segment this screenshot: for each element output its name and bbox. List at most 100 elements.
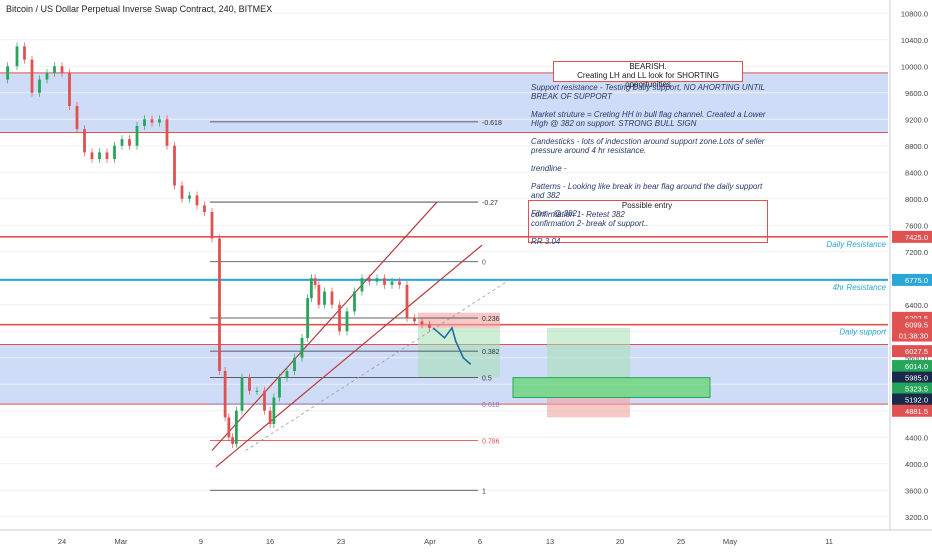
candle-body xyxy=(223,371,227,418)
candle-body xyxy=(309,278,313,299)
channel-layer xyxy=(211,201,513,468)
price-tag xyxy=(892,360,932,373)
candle-body xyxy=(218,238,221,371)
x-axis-layer: 24 Mar 9 16 23 Apr 6 13 20 25 May 11 xyxy=(0,529,932,546)
price-tag xyxy=(892,371,932,384)
candle-body xyxy=(405,284,409,318)
candle-body xyxy=(120,139,124,146)
candle-body xyxy=(38,79,41,93)
candle-body xyxy=(231,437,235,444)
fib-label: 0.618 xyxy=(482,402,500,409)
upper-resistance-zone xyxy=(0,72,888,133)
candle-body xyxy=(255,390,259,392)
candle-body xyxy=(413,318,416,322)
x-tick-label: 11 xyxy=(825,537,833,546)
projection-path xyxy=(432,326,472,365)
candle-body xyxy=(272,397,276,424)
candle-body xyxy=(240,377,244,411)
y-tick-label: 8400.0 xyxy=(905,168,928,177)
candle-body xyxy=(227,417,231,438)
candle-body xyxy=(360,278,364,292)
y-tick-label: 10800.0 xyxy=(901,9,928,18)
price-tag xyxy=(892,382,932,395)
price-tag-text: 01:38:30 xyxy=(899,332,928,341)
price-tag-text: 6014.0 xyxy=(905,362,928,371)
horizontal-lines-layer xyxy=(0,236,888,326)
price-tag-text: 5192.0 xyxy=(905,395,928,404)
price-tag-text: 5323.5 xyxy=(905,385,928,394)
y-tick-label: 9600.0 xyxy=(905,89,928,98)
candle-body xyxy=(330,291,334,305)
short-target-box xyxy=(418,327,500,378)
candle-body xyxy=(368,278,371,282)
short-stop-box xyxy=(418,312,500,328)
price-tag xyxy=(892,273,932,286)
price-tag xyxy=(892,404,932,417)
candle-body xyxy=(113,145,116,159)
x-tick-label: 23 xyxy=(337,537,345,546)
candle-body xyxy=(338,304,341,332)
candle-body xyxy=(158,119,161,123)
entry-title: Possible entry xyxy=(621,201,673,210)
candle-body xyxy=(278,377,281,398)
candle-body xyxy=(60,66,64,73)
price-tag-text: 6027.5 xyxy=(905,347,928,356)
chart-title: Bitcoin / US Dollar Perpetual Inverse Sw… xyxy=(6,4,273,14)
x-tick-label: 25 xyxy=(677,537,685,546)
candle-body xyxy=(45,72,49,80)
candle-body xyxy=(353,291,356,312)
channel-dashed-line xyxy=(245,277,513,451)
y-tick-label: 5600.0 xyxy=(905,354,928,363)
trade-boxes-layer xyxy=(418,312,711,418)
candle-body xyxy=(68,72,71,106)
price-tag xyxy=(892,329,932,342)
price-tag-text: 6202.5 xyxy=(905,314,928,323)
candle-body xyxy=(195,195,199,206)
price-tag-text: 5985.0 xyxy=(905,374,928,383)
channel-lower-line xyxy=(215,244,483,468)
channel-upper-line xyxy=(211,201,438,451)
x-tick-label: May xyxy=(723,537,737,546)
y-axis-layer: 3200.03600.04000.04400.04800.05200.05600… xyxy=(889,0,932,530)
candle-body xyxy=(188,195,191,199)
fib-label: -0.27 xyxy=(482,200,498,207)
price-tag xyxy=(892,230,932,243)
x-tick-label: 9 xyxy=(199,537,203,546)
fib-label: 0.786 xyxy=(482,439,500,446)
price-tag-text: 4881.5 xyxy=(905,407,928,416)
y-tick-label: 8800.0 xyxy=(905,142,928,151)
candle-body xyxy=(98,152,101,159)
candle-body xyxy=(128,139,131,146)
price-tag xyxy=(892,345,932,358)
candle-body xyxy=(398,281,401,285)
y-tick-label: 10400.0 xyxy=(901,36,928,45)
y-axis-panel xyxy=(890,0,932,530)
candle-body xyxy=(6,66,10,80)
x-tick-label: Mar xyxy=(115,537,128,546)
fib-label: -0.618 xyxy=(482,120,502,127)
candle-body xyxy=(306,298,310,338)
bearish-title-box: BEARISH. Creating LH and LL look for SHO… xyxy=(553,61,743,89)
price-tag-text: 6099.5 xyxy=(905,321,928,330)
y-tick-label: 6400.0 xyxy=(905,301,928,310)
candle-body xyxy=(23,46,26,60)
candle-body xyxy=(428,324,431,328)
candle-body xyxy=(375,278,379,282)
candle-body xyxy=(317,284,321,305)
level-annotation: Daily support xyxy=(839,328,886,337)
entry-zone-box xyxy=(512,377,711,398)
candle-body xyxy=(300,337,304,358)
candle-body xyxy=(248,377,251,391)
candle-body xyxy=(234,410,238,444)
candle-body xyxy=(75,106,79,130)
fib-label: 1 xyxy=(482,488,486,495)
y-tick-label: 8000.0 xyxy=(905,195,928,204)
candle-body xyxy=(203,205,206,212)
candle-body xyxy=(383,278,386,285)
candle-body xyxy=(210,212,214,239)
candle-body xyxy=(150,119,154,123)
fib-layer: -0.618 -0.27 0 0.236 0.382 0.5 0.618 0.786 1 xyxy=(210,120,502,495)
candle-body xyxy=(313,278,317,285)
